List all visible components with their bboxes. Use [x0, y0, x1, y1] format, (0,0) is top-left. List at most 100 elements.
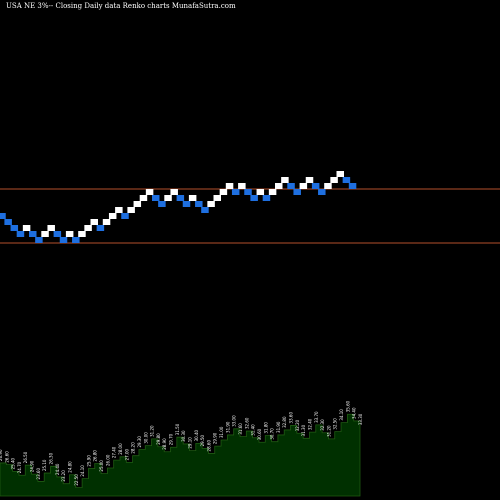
renko-brick-up [213, 195, 221, 201]
renko-brick-down [287, 183, 295, 189]
renko-brick-up [170, 189, 178, 195]
renko-brick-down [311, 183, 320, 189]
volume-label: 27.40 [112, 446, 117, 458]
renko-brick-up [330, 177, 338, 183]
renko-brick-down [0, 213, 6, 219]
volume-label: 33.00 [232, 415, 237, 427]
renko-brick-down [195, 201, 203, 207]
volume-label: 26.50 [23, 451, 28, 463]
renko-brick-down [152, 195, 160, 201]
renko-brick-down [121, 213, 129, 219]
renko-brick-up [65, 231, 74, 237]
renko-brick-down [53, 231, 62, 237]
renko-brick-down [318, 189, 326, 195]
renko-brick-down [244, 189, 252, 195]
volume-label: 31.90 [225, 421, 230, 433]
volume-label: 27.00 [124, 448, 129, 460]
volume-label: 26.60 [4, 451, 9, 463]
volume-label: 31.80 [263, 422, 268, 434]
volume-label: 29.30 [137, 436, 142, 448]
volume-label: 31.20 [150, 425, 155, 437]
renko-brick-down [35, 237, 43, 243]
volume-label: 31.40 [251, 424, 256, 436]
renko-brick-up [139, 195, 148, 201]
volume-label: 24.90 [30, 460, 35, 472]
volume-label: 26.00 [105, 454, 110, 466]
volume-label: 24.70 [17, 461, 22, 473]
renko-brick-down [4, 219, 12, 225]
volume-label: 30.30 [181, 430, 186, 442]
volume-label: 30.60 [257, 428, 262, 440]
renko-brick-up [268, 189, 277, 195]
volume-label: 34.10 [339, 409, 344, 421]
volume-label: 28.90 [162, 438, 167, 450]
volume-label: 24.80 [67, 461, 72, 473]
renko-brick-up [324, 183, 332, 189]
renko-brick-up [336, 171, 344, 177]
volume-label: 25.90 [86, 455, 91, 467]
renko-brick-up [219, 189, 228, 195]
volume-label: 22.50 [74, 474, 79, 486]
volume-label: 30.00 [143, 432, 148, 444]
renko-brick-up [133, 201, 142, 207]
renko-brick-up [84, 225, 92, 231]
volume-label: 31.90 [276, 421, 281, 433]
volume-label: 23.60 [36, 468, 41, 480]
volume-label: 31.60 [238, 423, 243, 435]
renko-brick-down [250, 195, 258, 201]
renko-brick-up [281, 177, 289, 183]
renko-brick-up [225, 183, 234, 189]
renko-brick-up [188, 195, 197, 201]
volume-label: 25.10 [42, 459, 47, 471]
renko-brick-up [275, 183, 283, 189]
renko-brick-up [164, 195, 172, 201]
volume-label: 23.20 [61, 470, 66, 482]
renko-brick-down [201, 207, 209, 213]
renko-brick-down [293, 189, 301, 195]
volume-label: 28.60 [206, 440, 211, 452]
renko-brick-up [305, 177, 314, 183]
volume-label: 25.40 [11, 457, 16, 469]
volume-label: 30.40 [194, 429, 199, 441]
renko-brick-down [158, 201, 166, 207]
renko-brick-down [348, 183, 357, 189]
volume-label: 33.70 [314, 411, 319, 423]
volume-label: 32.50 [333, 418, 338, 430]
volume-label: 24.40 [55, 463, 60, 475]
volume-label: 29.50 [200, 434, 205, 446]
renko-brick-down [29, 231, 37, 237]
volume-label: 33.60 [289, 412, 294, 424]
renko-brick-up [145, 189, 154, 195]
renko-brick-up [299, 183, 308, 189]
reference-lines [0, 188, 500, 244]
renko-brick-down [176, 195, 185, 201]
volume-label: 32.80 [282, 416, 287, 428]
renko-brick-up [102, 219, 111, 225]
renko-brick-up [127, 207, 135, 213]
volume-label: 31.20 [326, 425, 331, 437]
volume-label: 35.60 [345, 400, 350, 412]
renko-brick-up [238, 183, 246, 189]
volume-label: 29.10 [187, 437, 192, 449]
renko-brick-down [16, 231, 25, 237]
renko-brick-down [182, 201, 191, 207]
renko-brick-down [342, 177, 351, 183]
volume-label: 26.80 [93, 450, 98, 462]
volume-label: 32.30 [320, 419, 325, 431]
volume-label: 31.30 [301, 424, 306, 436]
volume-label: 30.70 [270, 428, 275, 440]
volume-label: 28.20 [131, 442, 136, 454]
renko-brick-down [59, 237, 68, 243]
volume-label: 32.60 [244, 417, 249, 429]
renko-brick-up [90, 219, 98, 225]
volume-label: 32.40 [307, 418, 312, 430]
volume-label: 25.00 [99, 460, 104, 472]
volume-label: 31.50 [175, 423, 180, 435]
volume-label: 33.30 [358, 413, 363, 425]
volume-label: 29.90 [213, 432, 218, 444]
volume-label: 29.80 [156, 433, 161, 445]
renko-brick-up [47, 225, 55, 231]
volume-area [0, 413, 361, 497]
